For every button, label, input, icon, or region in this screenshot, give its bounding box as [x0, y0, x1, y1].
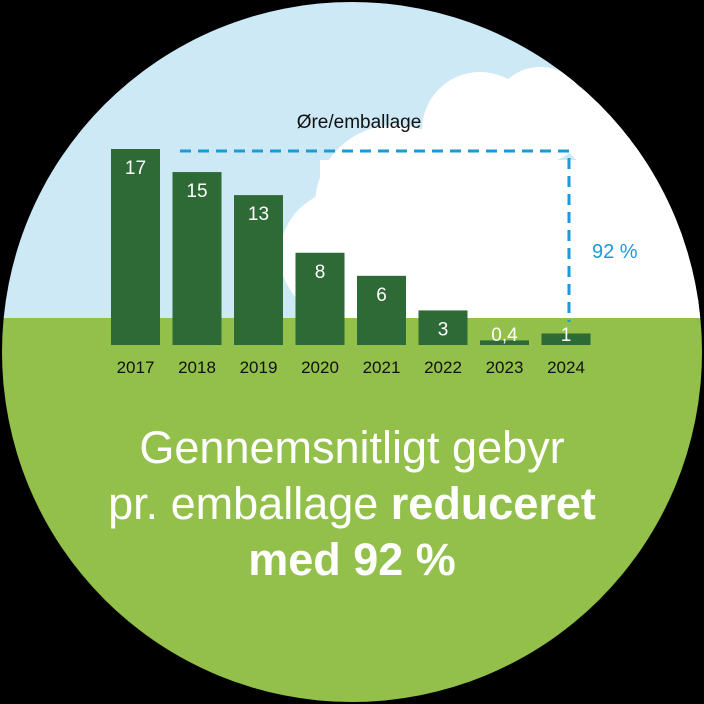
bar-2018	[172, 172, 222, 345]
x-tick-2020: 2020	[301, 358, 339, 377]
chart-title: Øre/emballage	[297, 112, 422, 133]
headline-line-3-bold: med 92 %	[248, 534, 456, 585]
bar-2017	[111, 149, 160, 345]
bar-2024	[541, 333, 591, 345]
reduction-dashed-line	[180, 149, 571, 322]
x-tick-2017: 2017	[117, 358, 155, 377]
bar-2023	[480, 340, 529, 345]
bar-value-label-2023: 0,4	[491, 325, 518, 346]
reduction-annotation: 92 %	[592, 241, 638, 263]
bar-value-label-2021: 6	[376, 285, 387, 306]
bar-2021	[357, 275, 406, 345]
bar-value-label-2017: 17	[125, 158, 146, 179]
bar-2019	[234, 195, 283, 345]
headline-line-2: pr. emballage reduceret	[0, 476, 704, 532]
x-axis-tick-labels: 2017 2018 2019 2020 2021 2022 2023 2024	[117, 358, 585, 377]
headline: Gennemsnitligt gebyr pr. emballage reduc…	[0, 420, 704, 588]
bar-2020	[295, 252, 345, 345]
bar-value-label-2020: 8	[315, 262, 326, 283]
x-tick-2024: 2024	[547, 358, 585, 377]
bar-value-label-2018: 15	[186, 181, 207, 202]
x-tick-2021: 2021	[363, 358, 401, 377]
bar-value-labels: 17 15 13 8 6 3 0,4 1	[125, 158, 571, 346]
headline-line-2-regular: pr. emballage	[108, 478, 391, 529]
x-tick-2018: 2018	[178, 358, 216, 377]
headline-line-2-bold: reduceret	[390, 478, 596, 529]
bar-series	[111, 149, 591, 345]
x-tick-2022: 2022	[424, 358, 462, 377]
bar-2022	[418, 310, 468, 345]
headline-line-1: Gennemsnitligt gebyr	[139, 422, 565, 473]
x-tick-2019: 2019	[240, 358, 278, 377]
bar-value-label-2022: 3	[438, 319, 449, 340]
bar-value-label-2019: 13	[248, 204, 269, 225]
headline-line-3: med 92 %	[0, 532, 704, 588]
bar-value-label-2024: 1	[561, 325, 572, 346]
x-tick-2023: 2023	[486, 358, 524, 377]
